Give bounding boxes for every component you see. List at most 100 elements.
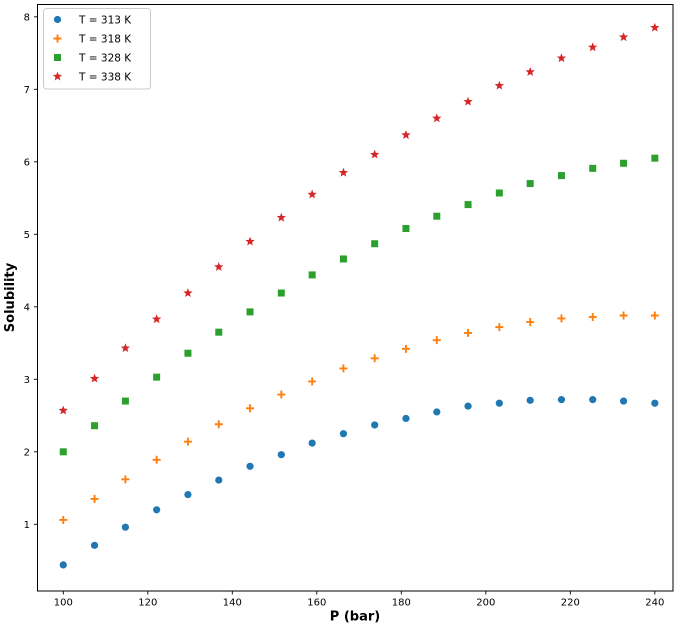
x-tick-label: 120 xyxy=(138,598,157,609)
y-tick-label: 7 xyxy=(24,85,30,96)
data-point xyxy=(121,475,130,484)
data-point xyxy=(214,262,224,271)
x-tick-label: 160 xyxy=(307,598,326,609)
y-tick-label: 2 xyxy=(24,447,30,458)
data-point xyxy=(91,422,99,430)
legend: T = 313 K T = 318 K T = 328 K T = 338 K xyxy=(43,8,151,90)
data-point xyxy=(184,490,192,499)
data-point xyxy=(153,373,161,381)
data-point xyxy=(184,349,192,357)
legend-box xyxy=(43,8,151,90)
data-point xyxy=(214,420,223,429)
data-point xyxy=(59,448,67,456)
data-point xyxy=(495,323,504,332)
y-axis-label: Solubility xyxy=(3,262,18,332)
series-328K xyxy=(59,154,659,456)
data-point xyxy=(152,314,162,324)
square-legend-marker-icon xyxy=(54,54,61,61)
legend-label: T = 338 K xyxy=(78,71,132,83)
data-point xyxy=(589,164,597,172)
data-point xyxy=(339,364,348,373)
data-point xyxy=(277,390,286,399)
data-point xyxy=(121,397,129,405)
y-tick-label: 6 xyxy=(24,157,30,168)
data-point xyxy=(308,271,316,279)
y-tick-label: 1 xyxy=(24,520,30,531)
data-point xyxy=(464,201,472,209)
data-point xyxy=(120,343,131,353)
data-point xyxy=(370,354,379,363)
series-338K xyxy=(58,22,660,415)
data-point xyxy=(152,455,161,464)
y-tick-label: 4 xyxy=(24,302,30,313)
data-point xyxy=(589,396,597,404)
data-point xyxy=(371,421,379,429)
data-point xyxy=(651,154,659,162)
y-tick-label: 8 xyxy=(24,12,30,23)
data-point xyxy=(401,344,410,353)
series-318K xyxy=(59,311,659,524)
data-point xyxy=(90,494,99,503)
data-point xyxy=(619,311,628,320)
data-point xyxy=(619,397,628,405)
data-point xyxy=(651,399,659,407)
data-point xyxy=(246,462,254,470)
series-313K xyxy=(59,396,659,569)
data-point xyxy=(215,328,223,336)
data-point xyxy=(307,189,317,199)
data-point xyxy=(371,240,379,248)
data-point xyxy=(402,414,410,423)
data-point xyxy=(557,396,566,404)
x-tick-label: 240 xyxy=(645,598,664,609)
data-point xyxy=(526,396,534,404)
data-point xyxy=(556,53,567,63)
data-point xyxy=(245,236,255,246)
data-point xyxy=(277,289,285,297)
data-point xyxy=(433,212,441,220)
data-point xyxy=(215,476,223,484)
x-tick-label: 220 xyxy=(561,598,580,609)
data-point xyxy=(90,541,99,549)
y-tick-label: 5 xyxy=(24,230,30,241)
data-point xyxy=(121,523,129,531)
x-tick-label: 200 xyxy=(476,598,495,609)
data-point xyxy=(618,32,629,42)
data-point xyxy=(277,451,285,459)
data-point xyxy=(588,42,598,52)
x-tick-label: 140 xyxy=(223,598,242,609)
data-point xyxy=(183,437,192,446)
plus-legend-marker-icon xyxy=(53,34,62,43)
data-point xyxy=(620,159,628,167)
legend-item: T = 318 K xyxy=(53,33,132,45)
legend-item: T = 313 K xyxy=(53,14,132,26)
data-point xyxy=(402,225,410,233)
data-point xyxy=(308,439,316,447)
data-point xyxy=(276,212,286,222)
data-point xyxy=(526,180,534,188)
data-point xyxy=(246,308,254,316)
legend-item: T = 338 K xyxy=(52,71,132,83)
circle-legend-marker-icon xyxy=(53,15,62,24)
data-point xyxy=(588,312,597,321)
legend-item: T = 328 K xyxy=(54,52,132,64)
data-point xyxy=(464,402,472,410)
legend-label: T = 328 K xyxy=(78,52,132,64)
legend-label: T = 313 K xyxy=(78,14,132,26)
data-point xyxy=(89,373,100,383)
data-point xyxy=(494,80,504,90)
data-point xyxy=(433,408,441,416)
data-point xyxy=(339,255,347,263)
data-point xyxy=(650,22,660,32)
data-point xyxy=(59,561,67,569)
data-point xyxy=(432,336,441,345)
data-point xyxy=(525,67,535,76)
data-point xyxy=(557,314,566,323)
data-point xyxy=(153,506,161,514)
legend-label: T = 318 K xyxy=(78,33,132,45)
data-point xyxy=(338,167,349,177)
data-point xyxy=(463,96,473,106)
data-point xyxy=(308,377,317,386)
data-point xyxy=(432,113,442,123)
data-point xyxy=(526,318,535,327)
